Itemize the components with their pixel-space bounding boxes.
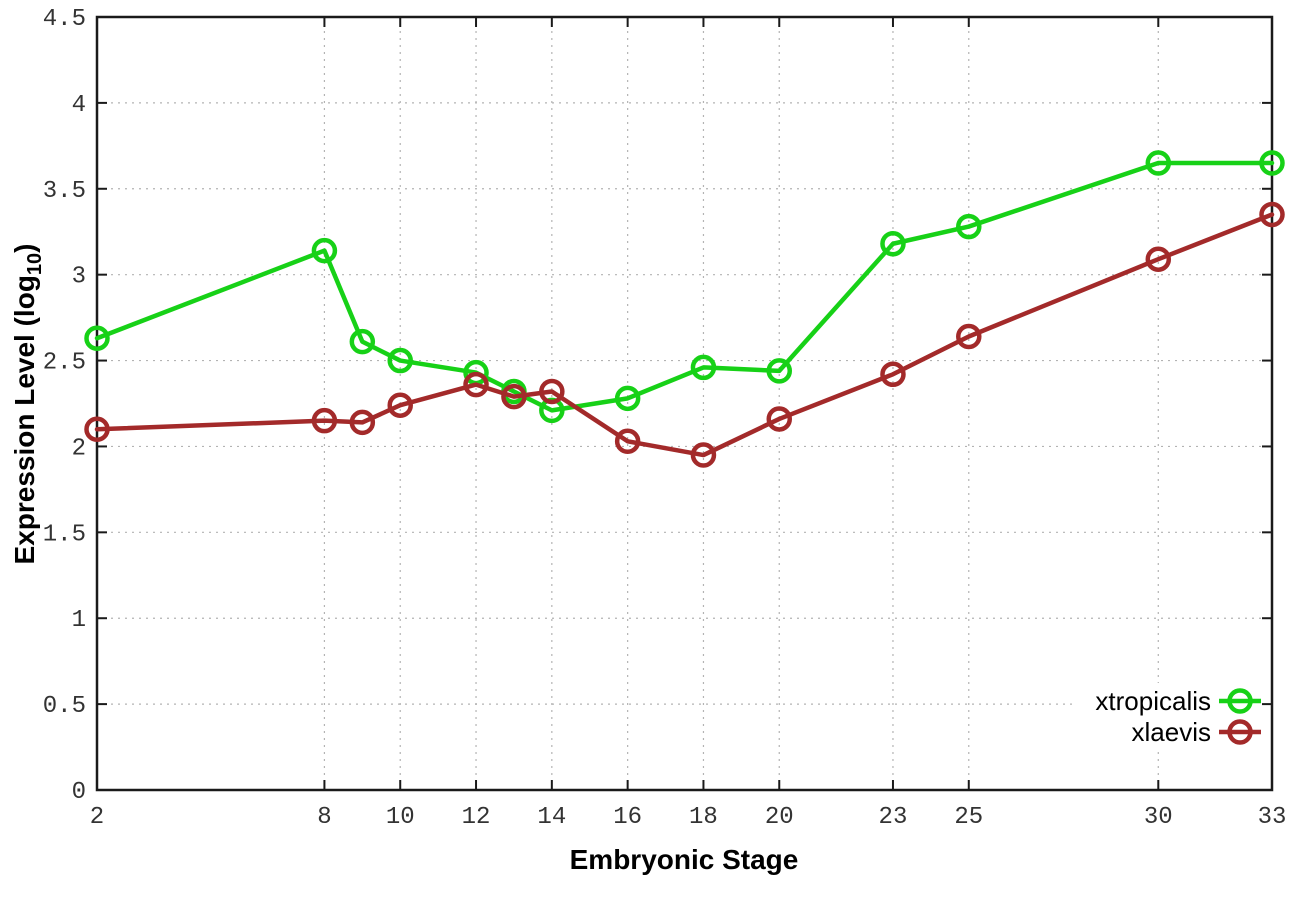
data-point-xlaevis: [463, 371, 489, 398]
plot-border: [95, 15, 1274, 792]
data-point-xlaevis: [956, 323, 982, 350]
legend-label-xlaevis: xlaevis: [1132, 717, 1211, 747]
data-point-xlaevis: [84, 416, 110, 443]
series-layer: [84, 150, 1285, 468]
plot-border-layer: [95, 15, 1274, 792]
data-point-xtropicalis: [880, 230, 906, 257]
data-point-xtropicalis: [387, 347, 413, 374]
data-point-xtropicalis: [84, 325, 110, 351]
x-tick-label: 14: [537, 804, 566, 831]
x-tick-label: 33: [1258, 804, 1287, 831]
data-point-xlaevis: [1145, 246, 1172, 272]
y-tick-label: 0: [72, 779, 86, 806]
y-tick-label: 0.5: [43, 693, 86, 720]
legend-background-layer: [1076, 683, 1268, 749]
y-tick-label: 3.5: [43, 178, 86, 205]
data-point-xlaevis: [311, 407, 338, 434]
x-tick-label: 16: [613, 804, 642, 831]
data-point-xtropicalis: [614, 385, 641, 412]
x-tick-label: 18: [689, 804, 718, 831]
y-tick-label: 3: [72, 264, 86, 291]
data-point-xlaevis: [1259, 201, 1285, 228]
x-axis-title: Embryonic Stage: [570, 844, 799, 875]
legend-marker-xtropicalis: [1227, 688, 1253, 714]
series-line-xlaevis: [94, 212, 1275, 458]
data-point-xtropicalis: [311, 237, 338, 264]
data-point-xtropicalis: [1145, 150, 1172, 176]
x-tick-label: 12: [462, 804, 491, 831]
data-point-xtropicalis: [766, 358, 793, 384]
x-tick-label: 25: [954, 804, 983, 831]
y-axis-title: Expression Level (log10): [9, 244, 46, 565]
y-tick-label: 4: [72, 92, 86, 119]
y-tick-label: 2.5: [43, 350, 86, 377]
grid-layer: [97, 17, 1272, 790]
data-point-xtropicalis: [1259, 150, 1285, 176]
y-tick-label: 1.5: [43, 521, 86, 548]
data-point-xlaevis: [387, 392, 413, 418]
y-tick-label: 4.5: [43, 6, 86, 33]
data-point-xlaevis: [690, 442, 717, 468]
data-point-xlaevis: [614, 428, 641, 455]
data-point-xlaevis: [539, 378, 565, 405]
x-tick-label: 8: [317, 804, 331, 831]
data-point-xlaevis: [766, 406, 793, 432]
data-point-xtropicalis: [956, 213, 982, 240]
legend-label-xtropicalis: xtropicalis: [1095, 686, 1211, 716]
x-tick-label: 20: [765, 804, 794, 831]
y-tick-label: 1: [72, 607, 86, 634]
data-point-xlaevis: [349, 409, 376, 436]
x-tick-label: 23: [879, 804, 908, 831]
data-point-xtropicalis: [349, 328, 376, 355]
tick-layer: 2 8 10 12 14 16 18 20 23 25 30 33 0 0.5 1 1.5 2 2.5 3 3.5 4 4…: [43, 6, 1287, 831]
legend-background: [1076, 683, 1268, 749]
x-tick-label: 10: [386, 804, 415, 831]
series-line-xtropicalis: [94, 160, 1275, 413]
data-point-xlaevis: [501, 383, 527, 410]
y-tick-label: 2: [72, 435, 86, 462]
data-point-xlaevis: [880, 361, 906, 388]
x-tick-label: 2: [90, 804, 104, 831]
legend-marker-xlaevis: [1227, 719, 1253, 745]
data-point-xtropicalis: [690, 354, 717, 381]
x-tick-label: 30: [1144, 804, 1173, 831]
